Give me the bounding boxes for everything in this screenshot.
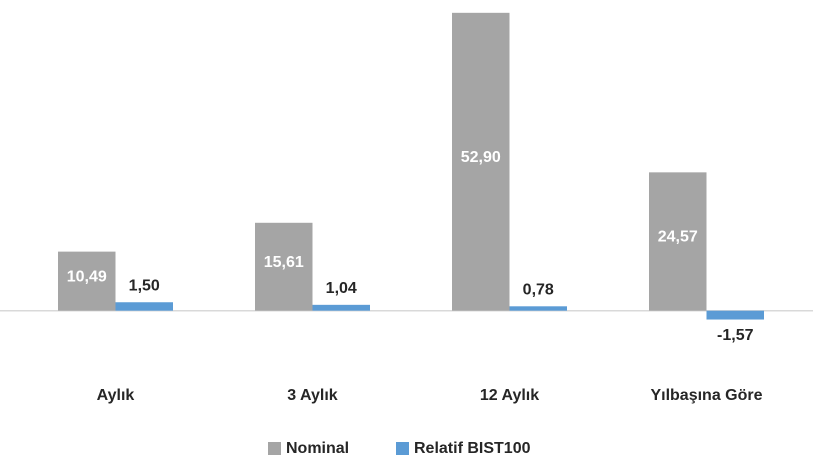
bar bbox=[649, 172, 707, 311]
legend-swatch bbox=[268, 442, 281, 455]
bar bbox=[706, 310, 764, 320]
data-label: -1,57 bbox=[717, 327, 754, 344]
data-label: 15,61 bbox=[264, 254, 304, 271]
data-label: 1,50 bbox=[129, 277, 160, 294]
data-label: 1,04 bbox=[326, 280, 357, 297]
x-tick-label: 3 Aylık bbox=[287, 387, 338, 404]
data-label: 24,57 bbox=[658, 229, 698, 246]
bar bbox=[255, 222, 313, 311]
legend-swatch bbox=[396, 442, 409, 455]
x-tick-label: Aylık bbox=[97, 387, 135, 404]
legend-label: Nominal bbox=[286, 440, 349, 457]
bar bbox=[509, 306, 567, 311]
x-tick-label: 12 Aylık bbox=[480, 387, 539, 404]
bar bbox=[58, 251, 116, 311]
data-label: 52,90 bbox=[461, 149, 501, 166]
data-label: 0,78 bbox=[523, 282, 554, 299]
legend-label: Relatif BIST100 bbox=[414, 440, 531, 457]
x-tick-label: Yılbaşına Göre bbox=[650, 387, 762, 404]
data-label: 10,49 bbox=[67, 268, 107, 285]
bar bbox=[312, 304, 370, 311]
bar bbox=[115, 302, 173, 311]
bar bbox=[452, 12, 510, 311]
